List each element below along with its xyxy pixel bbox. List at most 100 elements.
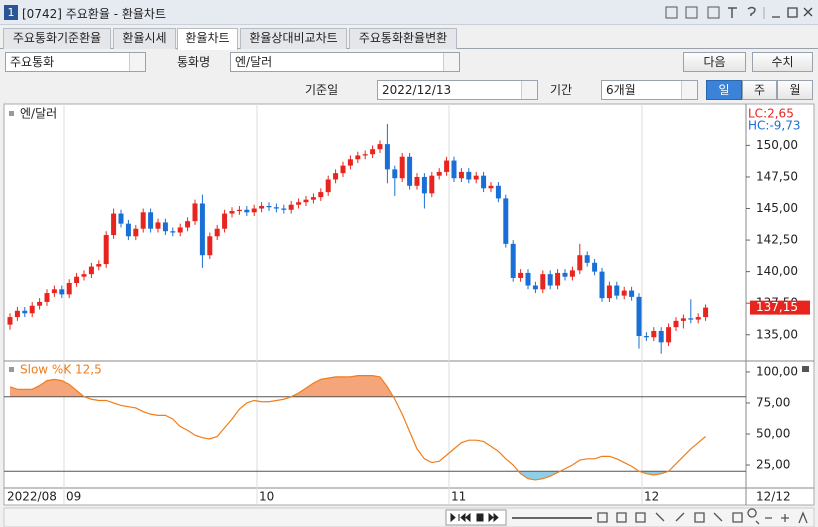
chart: 엔/달러 LC:2,65 HC:-9,73 Slow %K 12,5 2022/… (3, 103, 815, 527)
candle-body (399, 156, 405, 179)
candle-body (414, 176, 420, 186)
y-tick-label: 145,00 (756, 201, 798, 215)
candle-body (88, 266, 94, 275)
candle-body (96, 264, 102, 267)
candle-body (170, 231, 176, 233)
candle-body (214, 228, 220, 237)
currency-select[interactable]: 엔/달러 (230, 52, 460, 72)
legend-label: Slow %K 12,5 (20, 363, 102, 377)
candle-body (273, 207, 279, 209)
y-tick-label: 150,00 (756, 138, 798, 152)
candle-body (229, 211, 235, 214)
candle-body (695, 317, 701, 320)
candle-body (384, 144, 390, 170)
period-select[interactable]: 6개월 (601, 80, 698, 100)
y-tick-label: 135,00 (756, 327, 798, 341)
candle-body (296, 202, 302, 205)
candle-body (407, 156, 413, 186)
candle-body (451, 160, 457, 179)
candle-body (7, 317, 13, 325)
candle-body (606, 285, 612, 299)
group-select[interactable]: 주요통화 (5, 52, 146, 72)
candle-body (244, 209, 250, 213)
month-button[interactable]: 월 (777, 80, 813, 100)
candle-body (532, 285, 538, 290)
candle-body (370, 149, 376, 155)
y-tick-label: 142,50 (756, 233, 798, 247)
candle-body (503, 198, 509, 244)
candle-body (510, 243, 516, 278)
candle-body (111, 213, 117, 236)
numbers-button[interactable]: 수치 (752, 52, 813, 72)
candle-body (569, 270, 575, 277)
candle-body (259, 205, 265, 209)
hc-label: HC:-9,73 (748, 119, 801, 133)
day-button[interactable]: 일 (706, 80, 742, 100)
candle-body (547, 274, 553, 286)
y-tick-label: 100,00 (756, 364, 798, 378)
legend-icon (9, 111, 14, 116)
candle-body (288, 204, 294, 210)
candle-body (51, 289, 57, 294)
tab[interactable]: 주요통화기준환율 (3, 28, 111, 49)
x-tick-label: 11 (451, 490, 466, 504)
title-bar: 1 [0742] 주요환율 - 환율차트 (0, 0, 818, 25)
label: 기준일 (305, 83, 339, 97)
x-tick-label: 09 (66, 490, 81, 504)
candle-body (481, 175, 487, 189)
candle-body (266, 205, 272, 208)
candle-body (362, 154, 368, 156)
candle-body (518, 272, 524, 278)
date-input[interactable]: 2022/12/13 (377, 80, 538, 100)
candle-body (74, 276, 80, 283)
candle-body (540, 274, 546, 290)
candle-body (525, 272, 531, 286)
last-price-tag (750, 300, 810, 315)
candle-body (658, 330, 664, 343)
candle-body (584, 255, 590, 263)
candle-body (148, 212, 154, 229)
tab[interactable]: 환율시세 (113, 28, 176, 49)
y-tick-label: 75,00 (756, 395, 790, 409)
candle-body (444, 160, 450, 172)
candle-body (355, 155, 361, 160)
candle-body (458, 171, 464, 179)
candle-body (162, 222, 168, 232)
y-tick-label: 140,00 (756, 264, 798, 278)
candle-body (636, 296, 642, 337)
x-tick-label: 12 (644, 490, 659, 504)
overbought-fill (10, 375, 394, 397)
candle-body (125, 223, 131, 237)
candle-body (199, 203, 205, 256)
candle-body (347, 159, 353, 166)
line (9, 375, 706, 481)
candle-body (643, 336, 649, 338)
y-tick-label: 50,00 (756, 427, 790, 441)
candle-body (118, 213, 124, 224)
candle-body (303, 199, 309, 203)
window-tools[interactable] (664, 5, 814, 21)
candle-body (14, 310, 20, 318)
window-number: 1 (4, 5, 18, 20)
candle-body (680, 318, 686, 321)
tab-active[interactable]: 환율차트 (177, 28, 238, 50)
candle-body (621, 290, 627, 296)
candle-body (236, 209, 242, 212)
candle-body (133, 228, 139, 237)
candle-body (81, 274, 87, 277)
candle-body (333, 173, 339, 180)
week-button[interactable]: 주 (742, 80, 777, 100)
tab[interactable]: 환율상대비교차트 (240, 28, 347, 49)
candle-body (495, 185, 501, 199)
candle-body (222, 213, 228, 229)
candle-body (562, 272, 568, 277)
candle-body (22, 310, 28, 314)
panel-icon (802, 366, 809, 372)
next-button[interactable]: 다음 (683, 52, 746, 72)
candle-body (155, 222, 161, 229)
candle-body (421, 176, 427, 194)
bottom-toolbar[interactable] (3, 507, 815, 527)
tab[interactable]: 주요통화환율변환 (349, 28, 457, 49)
tab-bar: 주요통화기준환율 환율시세 환율차트 환율상대비교차트 주요통화환율변환 (0, 28, 818, 50)
